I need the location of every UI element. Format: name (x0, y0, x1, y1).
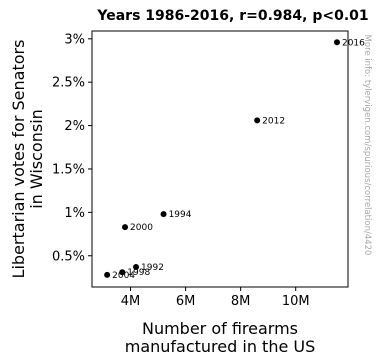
y-tick-label: 1% (64, 206, 85, 221)
x-tick-label: 4M (121, 294, 141, 309)
y-tick-label: 3% (64, 32, 85, 47)
y-tick-label: 0.5% (52, 249, 85, 264)
y-axis-label-line-2: in Wisconsin (27, 109, 46, 209)
data-point (119, 269, 126, 276)
x-axis-label-line-2: manufactured in the US (125, 337, 316, 356)
data-point (160, 211, 167, 218)
x-tick-label: 10M (282, 294, 310, 309)
x-axis: 4M 6M 8M 10M (121, 287, 310, 309)
y-tick-label: 2% (64, 119, 85, 134)
point-label: 2016 (342, 38, 365, 48)
y-axis: 0.5% 1% 1.5% 2% 2.5% 3% (52, 32, 92, 264)
point-label: 1992 (141, 263, 164, 273)
point-label: 2012 (262, 116, 285, 126)
point-label: 1998 (127, 268, 150, 278)
data-point (104, 271, 111, 278)
data-point (133, 264, 140, 271)
data-point (122, 224, 129, 231)
x-tick-label: 6M (176, 294, 196, 309)
chart-title: Years 1986-2016, r=0.984, p<0.01 (96, 8, 368, 24)
data-point (254, 117, 261, 124)
data-point (333, 39, 340, 46)
point-label: 1994 (169, 210, 192, 220)
point-label: 2000 (130, 223, 153, 233)
x-tick-label: 8M (231, 294, 251, 309)
y-axis-label-line-1: Libertarian votes for Senators (9, 40, 28, 279)
source-watermark: More info: tylervigen.com/spurious/corre… (362, 35, 372, 256)
y-tick-label: 2.5% (52, 76, 85, 91)
y-tick-label: 1.5% (52, 162, 85, 177)
point-label: 2004 (112, 271, 135, 281)
plot-frame (91, 30, 349, 288)
x-axis-label-line-1: Number of firearms (142, 319, 298, 338)
